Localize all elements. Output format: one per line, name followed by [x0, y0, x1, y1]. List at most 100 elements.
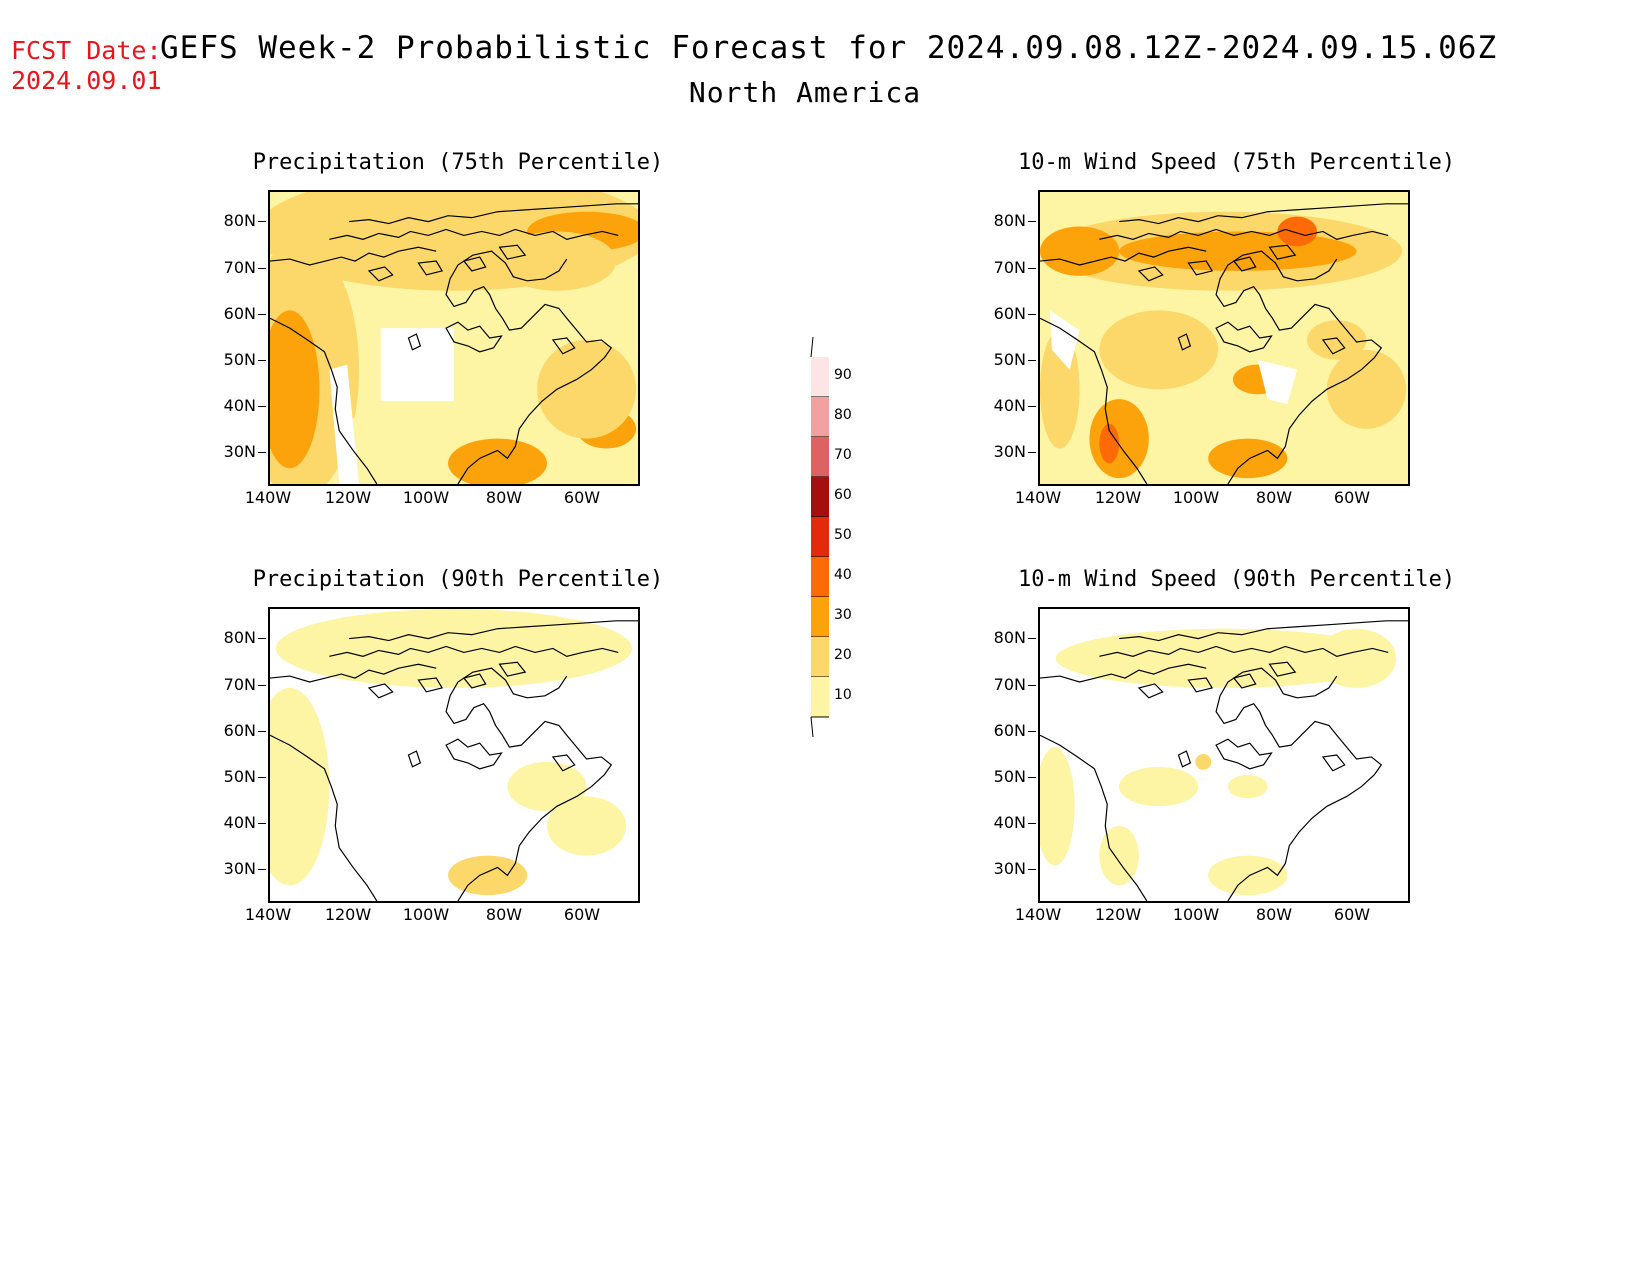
coastline	[498, 244, 527, 260]
colorbar-swatch	[811, 397, 829, 437]
map-field	[270, 192, 638, 484]
longitude-tick-label: 80W	[485, 488, 523, 507]
latitude-tick-label: 40N	[980, 396, 1036, 415]
coastline	[407, 750, 422, 768]
coastline	[407, 333, 422, 351]
coastline	[1177, 333, 1192, 351]
coastline	[462, 256, 487, 272]
coastline	[367, 683, 394, 699]
coastline	[1040, 734, 1148, 901]
colorbar-label: 80	[834, 407, 852, 423]
longitude-tick-label: 120W	[324, 905, 372, 924]
probability-contour	[1195, 754, 1212, 770]
coastline	[1215, 667, 1383, 901]
coastline	[1099, 228, 1389, 240]
longitude-tick-label: 100W	[1172, 905, 1220, 924]
coastline	[462, 673, 487, 689]
latitude-tick-label: 50N	[980, 350, 1036, 369]
coastline	[349, 203, 638, 225]
low-probability-area	[380, 328, 454, 402]
panel-title: Precipitation (90th Percentile)	[252, 567, 664, 592]
latitude-tick-label: 30N	[210, 859, 266, 878]
longitude-tick-label: 60W	[1333, 905, 1371, 924]
coastline	[349, 620, 638, 642]
coastline	[1099, 645, 1389, 657]
latitude-tick-label: 40N	[210, 813, 266, 832]
map-precip-90	[268, 607, 640, 903]
coastline	[445, 667, 613, 901]
coastline	[1137, 266, 1164, 282]
latitude-tick-label: 80N	[210, 628, 266, 647]
probability-contour	[279, 221, 439, 281]
latitude-tick-label: 30N	[980, 442, 1036, 461]
probability-contour	[1326, 349, 1407, 429]
colorbar-swatch	[811, 677, 829, 717]
probability-contour	[1119, 766, 1199, 807]
probability-contour	[497, 231, 617, 291]
longitude-tick-label: 60W	[563, 905, 601, 924]
longitude-tick-label: 120W	[1094, 905, 1142, 924]
coastline	[1232, 673, 1257, 689]
panel-title: Precipitation (75th Percentile)	[252, 150, 664, 175]
low-probability-area	[1257, 359, 1298, 405]
latitude-tick-label: 40N	[980, 813, 1036, 832]
coastline	[1119, 203, 1408, 225]
coastline	[1215, 738, 1273, 770]
latitude-tick-label: 80N	[210, 211, 266, 230]
longitude-tick-label: 100W	[1172, 488, 1220, 507]
fcst-date-caption: FCST Date:	[11, 36, 162, 65]
probability-contour	[1099, 423, 1120, 464]
coastline	[417, 260, 444, 276]
probability-contour	[537, 339, 637, 439]
colorbar-label: 20	[834, 647, 852, 663]
probability-contour	[1089, 399, 1149, 479]
colorbar-swatch	[811, 597, 829, 637]
colorbar-label: 40	[834, 567, 852, 583]
coastline	[270, 734, 378, 901]
colorbar-swatch	[811, 557, 829, 597]
longitude-tick-label: 80W	[1255, 488, 1293, 507]
map-field	[270, 609, 638, 901]
coastline	[270, 317, 378, 484]
coastline	[1040, 246, 1207, 266]
longitude-tick-label: 100W	[402, 905, 450, 924]
coastline	[1321, 337, 1346, 355]
probability-contour	[1307, 320, 1367, 360]
coastline	[367, 266, 394, 282]
longitude-tick-label: 120W	[324, 488, 372, 507]
probability-contour	[1099, 310, 1219, 390]
latitude-tick-label: 70N	[980, 258, 1036, 277]
coastline	[498, 661, 527, 677]
latitude-tick-label: 40N	[210, 396, 266, 415]
coastline	[1215, 321, 1273, 353]
coastline	[329, 228, 619, 240]
latitude-tick-label: 80N	[980, 628, 1036, 647]
probability-contour	[448, 438, 547, 484]
probability-contour	[339, 409, 419, 484]
colorbar-arrow	[810, 336, 814, 738]
longitude-tick-label: 140W	[244, 905, 292, 924]
map-field	[1040, 192, 1408, 484]
colorbar-swatch	[811, 637, 829, 677]
coastline	[1177, 750, 1192, 768]
coastline	[551, 754, 576, 772]
colorbar: 90 80 70 60 50 40 30 20 10	[807, 336, 869, 738]
coastline	[1232, 256, 1257, 272]
coastline	[1268, 244, 1297, 260]
coastline	[551, 337, 576, 355]
probability-contour	[1119, 231, 1357, 271]
map-wind-75	[1038, 190, 1410, 486]
coastline	[417, 677, 444, 693]
latitude-tick-label: 60N	[210, 304, 266, 323]
coastline	[1187, 260, 1214, 276]
coastline	[1268, 661, 1297, 677]
coastline	[270, 246, 437, 266]
probability-contour	[1208, 855, 1288, 896]
coastline	[1321, 754, 1346, 772]
forecast-date-label: FCST Date: 2024.09.01	[11, 36, 162, 96]
latitude-tick-label: 60N	[210, 721, 266, 740]
probability-contour	[1055, 628, 1393, 688]
longitude-tick-label: 140W	[1014, 488, 1062, 507]
coastline	[270, 663, 437, 683]
main-title: GEFS Week-2 Probabilistic Forecast for 2…	[160, 30, 1498, 66]
